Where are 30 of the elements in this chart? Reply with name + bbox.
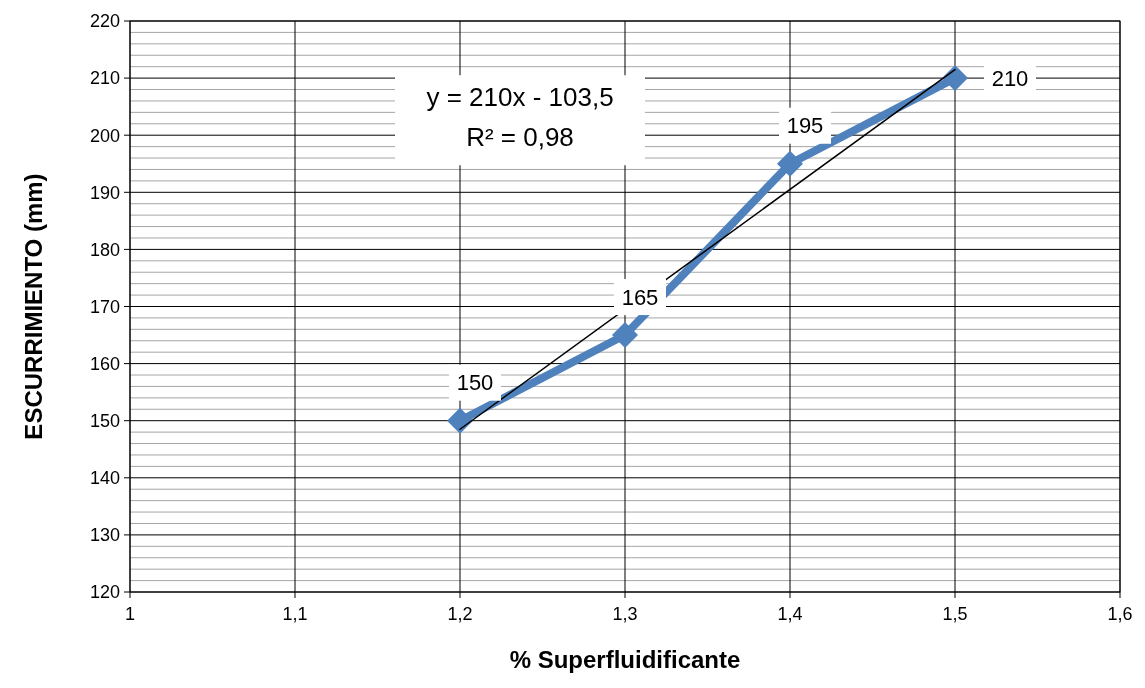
y-tick-label: 150 <box>89 411 120 431</box>
x-tick-label: 1,3 <box>612 604 638 624</box>
y-tick-label: 220 <box>89 11 120 32</box>
annotation: R² = 0,98 <box>466 122 574 153</box>
y-tick-label: 170 <box>89 296 120 317</box>
x-tick-label: 1,4 <box>777 604 803 624</box>
data-label: 165 <box>621 284 659 310</box>
x-tick-label: 1,2 <box>447 604 473 624</box>
x-tick-label: 1 <box>124 604 136 624</box>
point <box>447 407 473 434</box>
data-label: 210 <box>991 65 1029 91</box>
y-tick-label: 180 <box>89 239 120 260</box>
y-tick-label: 130 <box>89 525 120 546</box>
y-tick-label: 120 <box>89 582 120 603</box>
x-tick-label: 1,6 <box>1107 604 1133 624</box>
point <box>942 65 968 92</box>
annotation: y = 210x - 103,5 <box>426 82 614 113</box>
point <box>777 150 803 177</box>
data-label: 195 <box>786 113 824 139</box>
x-tick-label: 1,1 <box>282 604 308 624</box>
y-tick-label: 140 <box>89 468 120 489</box>
x-tick-label: 1,5 <box>942 604 968 624</box>
y-tick-label: 200 <box>89 125 120 146</box>
point <box>612 322 638 349</box>
y-tick-label: 160 <box>89 353 120 374</box>
x-axis-title: % Superfluidificante <box>509 646 741 673</box>
y-tick-label: 190 <box>89 182 120 203</box>
data-label: 150 <box>456 370 494 396</box>
y-tick-label: 210 <box>89 68 120 89</box>
y-axis-title: ESCURRIMIENTO (mm) <box>20 173 47 440</box>
